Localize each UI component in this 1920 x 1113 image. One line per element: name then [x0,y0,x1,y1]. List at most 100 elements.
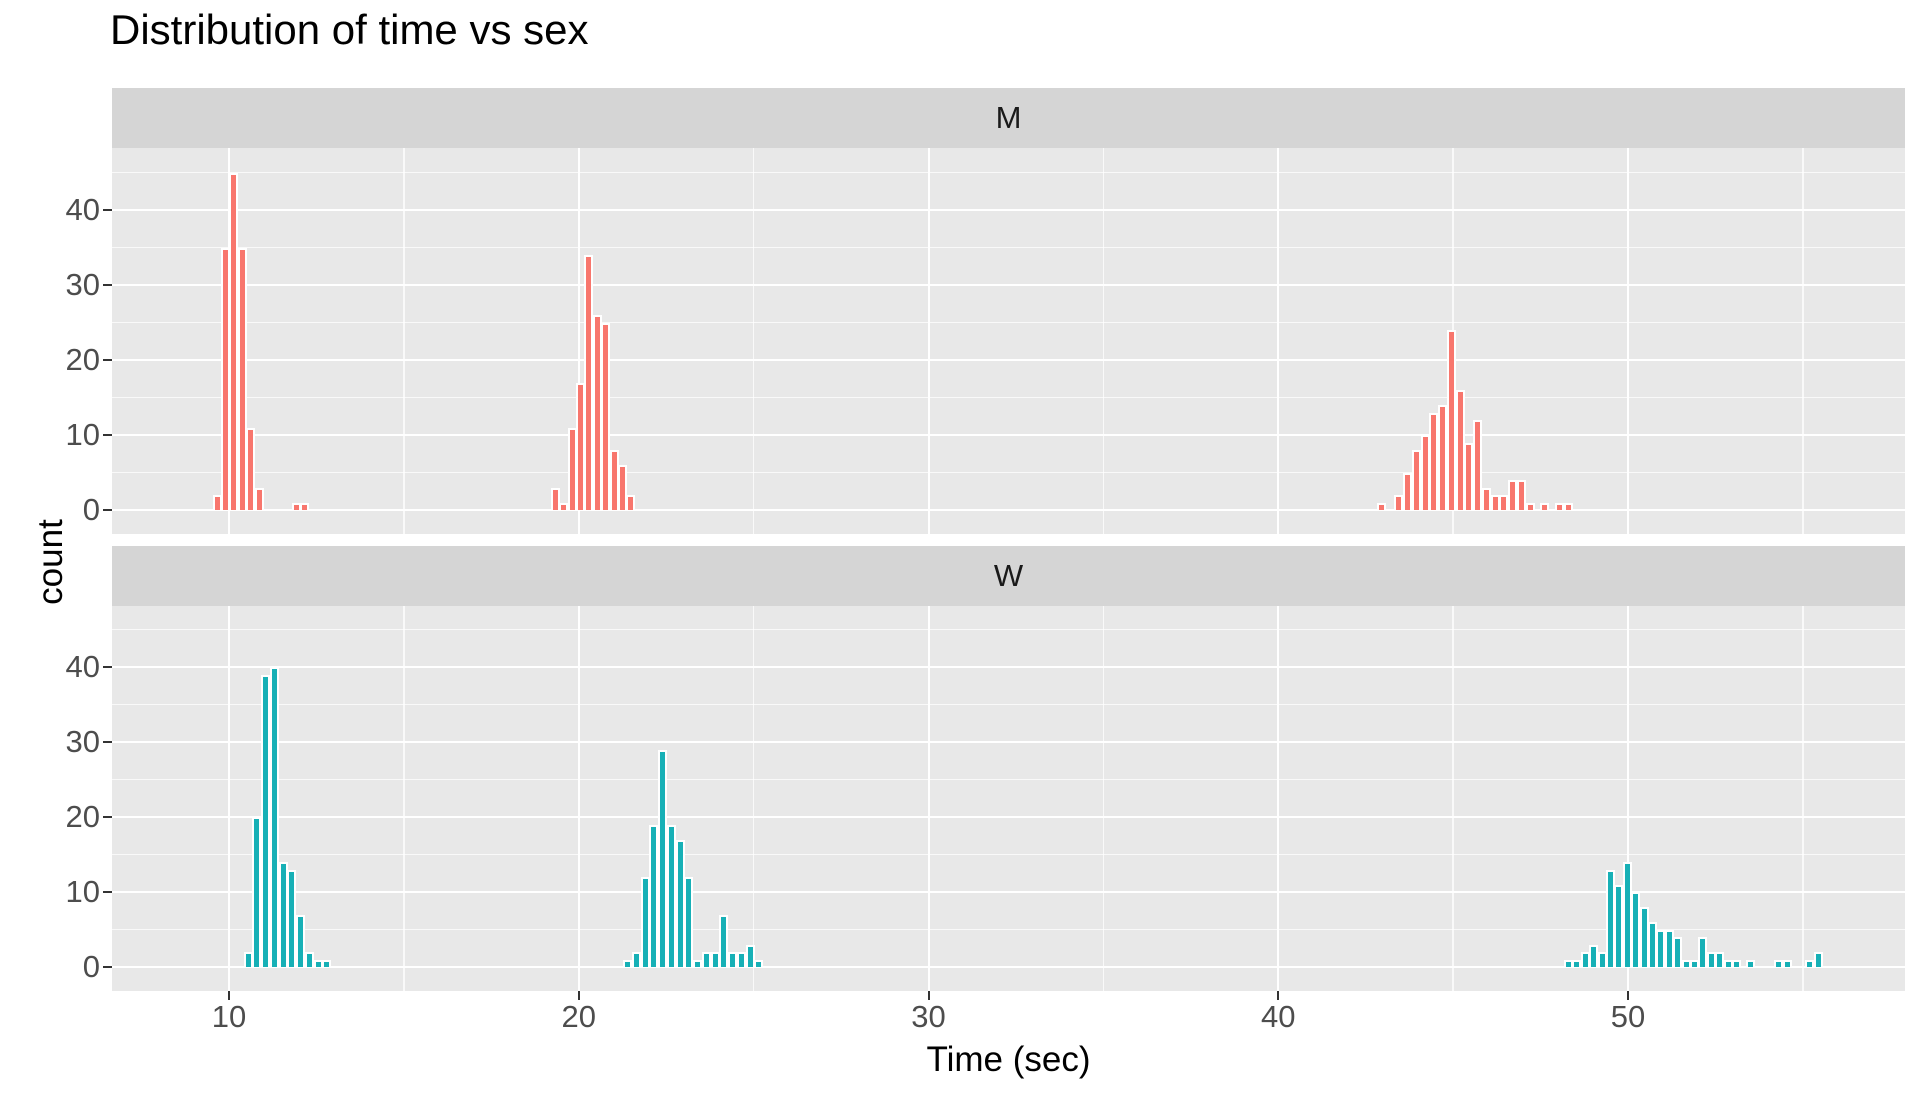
histogram-bar [1715,952,1725,967]
histogram-bar [1403,472,1413,510]
gridline-vertical-major [228,606,230,991]
histogram-bar [710,952,720,967]
histogram-bar [1805,959,1815,967]
histogram-bar [1589,944,1599,967]
histogram-bar [1429,412,1439,510]
gridline-vertical-minor [403,148,405,534]
histogram-bar [278,862,288,967]
gridline-vertical-minor [403,606,405,991]
histogram-bar [719,914,729,967]
histogram-bar [1782,959,1792,967]
y-axis-tick-label: 30 [65,724,100,759]
histogram-bar [304,952,314,967]
facet-panel-w [112,606,1905,991]
histogram-bar [626,495,636,510]
histogram-bar [684,877,694,967]
histogram-bar [1473,420,1483,510]
gridline-horizontal-major [112,816,1905,818]
histogram-bar [631,952,641,967]
histogram-bar [1773,959,1783,967]
gridline-horizontal-major [112,891,1905,893]
histogram-bar [658,749,668,967]
x-axis-tick-mark [228,991,230,1000]
histogram-bar [1420,435,1430,510]
histogram-bar [675,839,685,967]
histogram-bar [221,247,230,510]
y-axis-tick-mark [103,891,112,893]
histogram-bar [1411,450,1421,510]
gridline-horizontal-minor [112,703,1905,706]
histogram-bar [292,502,301,510]
y-axis-tick-mark [103,816,112,818]
gridline-vertical-major [1627,606,1629,991]
gridline-horizontal-major [112,509,1905,511]
histogram-bar [1446,330,1456,510]
x-axis-tick-mark [927,991,930,1000]
x-axis-tick-label: 20 [561,999,596,1034]
histogram-bar [1681,959,1691,967]
y-axis-title: count [30,519,70,605]
gridline-horizontal-minor [112,171,1905,174]
gridline-vertical-minor [1802,606,1804,991]
histogram-bar [313,959,323,967]
gridline-horizontal-minor [112,853,1905,856]
gridline-vertical-minor [752,606,755,991]
histogram-bar [1814,952,1824,967]
histogram-bar [728,952,738,967]
gridline-horizontal-minor [112,246,1905,249]
histogram-bar [1539,502,1549,510]
gridline-vertical-minor [1802,148,1804,534]
gridline-horizontal-minor [112,778,1905,781]
gridline-horizontal-minor [112,321,1905,324]
histogram-bar [1647,922,1657,967]
y-axis-tick-mark [103,966,112,968]
histogram-bar [754,959,764,967]
y-axis-tick-mark [103,741,112,743]
histogram-bar [1597,952,1607,967]
gridline-horizontal-major [112,359,1905,361]
histogram-bar [1622,862,1632,967]
histogram-bar [252,817,262,967]
gridline-horizontal-major [112,966,1905,968]
x-axis-tick-label: 10 [211,999,247,1034]
gridline-vertical-minor [1102,148,1105,534]
gridline-vertical-minor [752,148,755,534]
y-axis-tick-label: 30 [65,267,100,302]
gridline-horizontal-major [112,284,1905,286]
histogram-bar [1580,952,1590,967]
histogram-bar [300,502,310,510]
gridline-vertical-major [577,606,580,991]
histogram-bar [623,959,633,967]
histogram-bar [1516,480,1526,510]
histogram-bar [617,465,627,510]
histogram-bar [1499,495,1509,510]
y-axis-tick-label: 20 [65,799,100,834]
histogram-bar [296,914,306,967]
y-axis-tick-mark [103,666,112,668]
histogram-bar [1555,502,1565,510]
histogram-bar [1455,390,1465,510]
gridline-vertical-major [1627,148,1629,534]
gridline-vertical-major [577,148,580,534]
gridline-vertical-major [927,148,930,534]
histogram-bar [1698,937,1708,967]
histogram-bar [229,172,239,510]
histogram-bar [559,502,569,510]
histogram-bar [1639,907,1649,967]
facet-strip-label-m: M [995,100,1022,135]
gridline-vertical-minor [1452,606,1454,991]
y-axis-tick-label: 0 [82,492,100,527]
y-axis-tick-mark [103,359,112,361]
gridline-vertical-major [1277,606,1280,991]
histogram-bar [609,450,619,510]
histogram-bar [666,824,676,967]
histogram-bar [1481,487,1491,510]
histogram-bar [1376,502,1386,510]
gridline-horizontal-major [112,666,1905,668]
y-axis-tick-label: 10 [65,417,100,452]
histogram-bar [254,487,264,510]
y-axis-tick-mark [103,509,112,511]
histogram-bar [1464,442,1474,510]
histogram-bar [1525,502,1535,510]
